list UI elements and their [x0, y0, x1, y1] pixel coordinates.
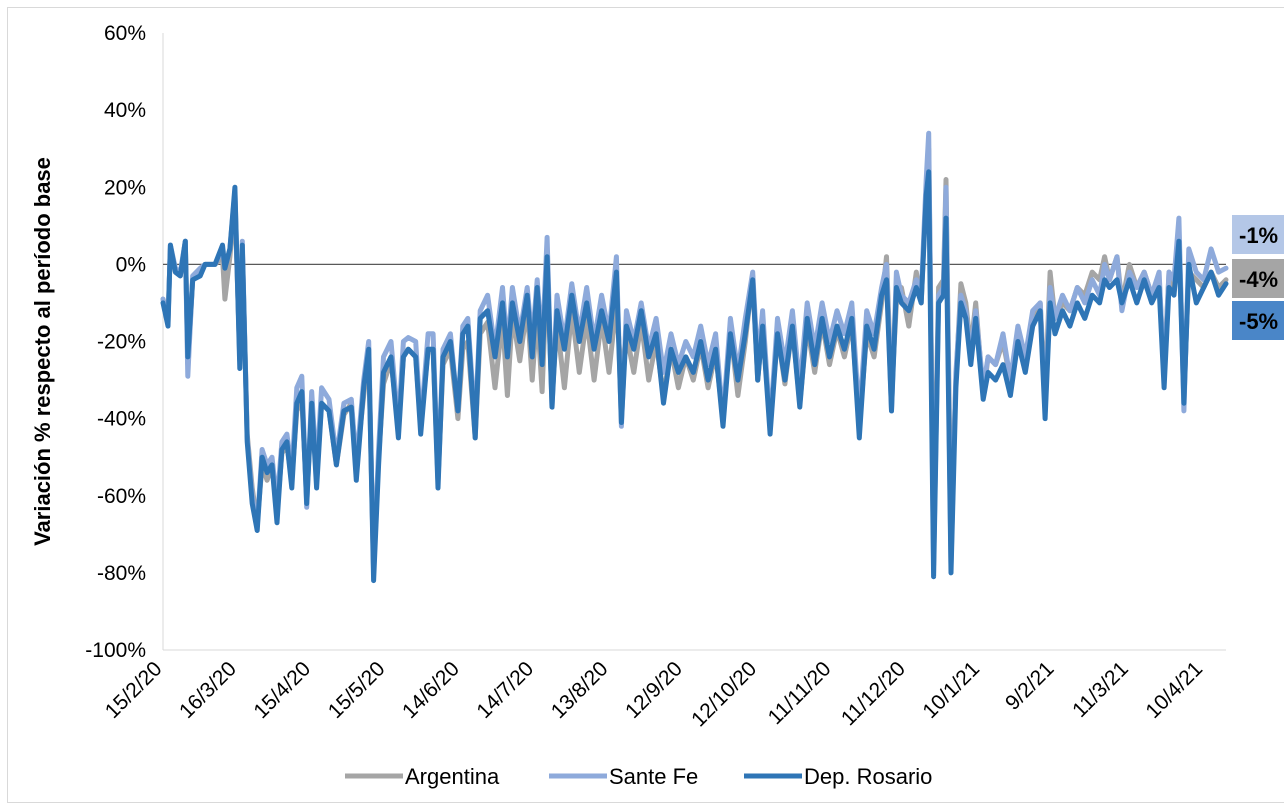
- x-tick-label: 16/3/20: [175, 657, 241, 723]
- x-tick-label: 11/12/20: [837, 657, 910, 730]
- end-label-text: -1%: [1239, 223, 1278, 248]
- legend-label: Dep. Rosario: [804, 764, 932, 789]
- series-lines: [160, 130, 1229, 584]
- y-tick-label: -100%: [85, 639, 146, 662]
- legend-label: Argentina: [405, 764, 500, 789]
- x-tick-label: 14/6/20: [398, 657, 464, 723]
- series-line-sante-fe: [160, 130, 1229, 576]
- legend: Argentina Sante Fe Dep. Rosario: [345, 764, 932, 789]
- y-axis-ticks: 60% 40% 20% 0% -20% -40% -60% -80% -100%: [85, 22, 146, 662]
- x-tick-label: 10/4/21: [1141, 657, 1207, 723]
- x-tick-label: 15/4/20: [249, 657, 315, 723]
- x-tick-label: 14/7/20: [472, 657, 538, 723]
- x-tick-label: 9/2/21: [1001, 657, 1059, 715]
- x-axis-ticks: 15/2/20 16/3/20 15/4/20 15/5/20 14/6/20 14/7/…: [101, 657, 1208, 731]
- x-tick-label: 12/10/20: [687, 657, 761, 731]
- legend-label: Sante Fe: [609, 764, 698, 789]
- chart-frame: [7, 7, 1284, 803]
- end-label-badge: [1232, 301, 1284, 340]
- y-axis-label: Variación % respecto al período base: [30, 157, 55, 546]
- x-tick-label: 15/5/20: [324, 657, 390, 723]
- end-label-text: -4%: [1239, 267, 1278, 292]
- end-label-badge: [1232, 215, 1284, 254]
- y-tick-label: 0%: [116, 253, 146, 276]
- y-tick-label: -20%: [97, 331, 146, 354]
- end-value-labels: -1% -4% -5%: [1232, 215, 1284, 340]
- x-tick-label: 12/9/20: [621, 657, 687, 723]
- y-tick-label: -80%: [97, 562, 146, 585]
- y-tick-label: 20%: [104, 176, 146, 199]
- x-tick-label: 11/11/20: [764, 657, 836, 729]
- end-label-text: -5%: [1239, 309, 1278, 334]
- y-tick-label: 60%: [104, 22, 146, 45]
- x-tick-label: 13/8/20: [547, 657, 613, 723]
- x-tick-label: 10/1/21: [918, 657, 984, 723]
- y-tick-label: -40%: [97, 408, 146, 431]
- end-label-badge: [1232, 259, 1284, 298]
- y-tick-label: -60%: [97, 485, 146, 508]
- x-tick-label: 15/2/20: [101, 657, 167, 723]
- series-line-dep-rosario: [160, 169, 1229, 584]
- x-tick-label: 11/3/21: [1068, 657, 1133, 722]
- y-tick-label: 40%: [104, 99, 146, 122]
